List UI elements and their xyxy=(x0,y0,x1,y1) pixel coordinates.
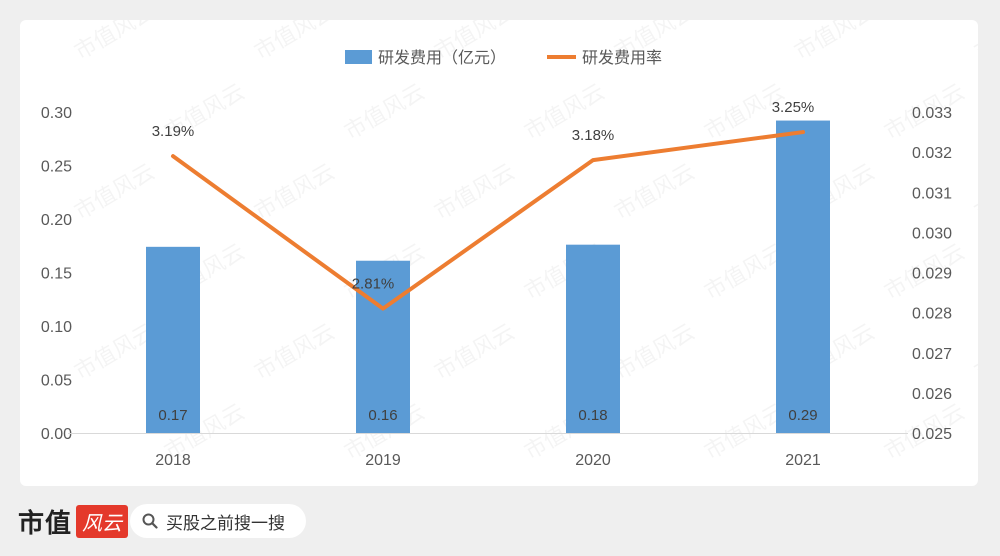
search-text: 买股之前搜一搜 xyxy=(166,513,285,534)
bar xyxy=(356,260,410,433)
y-right-tick-label: 0.033 xyxy=(912,105,952,122)
rate-point xyxy=(381,307,385,311)
line-data-label: 2.81% xyxy=(352,276,395,293)
bar-data-label: 0.18 xyxy=(578,407,607,424)
y-left-tick-label: 0.05 xyxy=(41,373,72,390)
y-right-tick-label: 0.025 xyxy=(912,426,952,443)
x-tick-label: 2021 xyxy=(785,452,821,469)
rate-point xyxy=(801,130,805,134)
x-tick-label: 2018 xyxy=(155,452,191,469)
bar xyxy=(776,120,830,433)
y-right-tick-label: 0.027 xyxy=(912,346,952,363)
y-right-tick-label: 0.032 xyxy=(912,145,952,162)
rate-line xyxy=(171,130,805,311)
brand-logo-badge: 风云 xyxy=(76,504,129,538)
brand-name: 市值 xyxy=(18,508,73,539)
rate-point xyxy=(591,158,595,162)
y-left-tick-label: 0.10 xyxy=(41,319,72,336)
x-tick-label: 2019 xyxy=(365,452,401,469)
legend-swatch-bar xyxy=(345,50,372,64)
y-right-tick-label: 0.031 xyxy=(912,185,952,202)
chart-card: 市值风云市值风云市值风云市值风云市值风云市值风云市值风云市值风云市值风云市值风云… xyxy=(20,20,978,486)
legend-label-line: 研发费用率 xyxy=(582,48,662,67)
y-right-tick-label: 0.029 xyxy=(912,266,952,283)
line-data-label: 3.19% xyxy=(152,123,195,140)
rate-point xyxy=(171,154,175,158)
y-left-tick-label: 0.30 xyxy=(41,105,72,122)
bar xyxy=(146,246,200,433)
y-left-tick-label: 0.00 xyxy=(41,426,72,443)
bar-data-label: 0.16 xyxy=(368,407,397,424)
chart: 市值风云市值风云市值风云市值风云市值风云市值风云市值风云市值风云市值风云市值风云… xyxy=(41,20,979,469)
brand-logo[interactable]: 市值 风云 xyxy=(18,504,129,539)
footer-bar: 市值 风云 买股之前搜一搜 xyxy=(0,490,1000,556)
search-icon xyxy=(142,513,158,529)
y-right-tick-label: 0.030 xyxy=(912,225,952,242)
legend-label-bar: 研发费用（亿元） xyxy=(378,48,506,67)
y-left-tick-label: 0.20 xyxy=(41,212,72,229)
bar xyxy=(566,244,620,433)
y-left-tick-label: 0.25 xyxy=(41,159,72,176)
search-box[interactable]: 买股之前搜一搜 xyxy=(130,504,306,538)
y-right-tick-label: 0.028 xyxy=(912,306,952,323)
y-right-tick-label: 0.026 xyxy=(912,386,952,403)
line-data-label: 3.18% xyxy=(572,127,615,144)
x-tick-label: 2020 xyxy=(575,452,611,469)
line-data-label: 3.25% xyxy=(772,99,815,116)
bar-data-label: 0.29 xyxy=(788,407,817,424)
bar-data-label: 0.17 xyxy=(158,407,187,424)
y-left-tick-label: 0.15 xyxy=(41,266,72,283)
